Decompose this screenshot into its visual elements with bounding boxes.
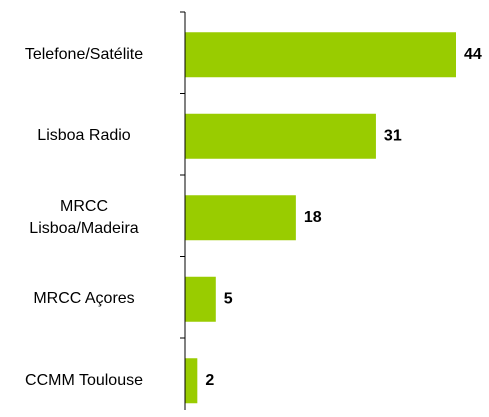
category-label: MRCC Lisboa/Madeira <box>29 197 139 237</box>
bar <box>185 113 376 159</box>
bar <box>185 32 456 78</box>
bar <box>185 358 198 404</box>
bar <box>185 276 216 322</box>
value-label: 5 <box>224 290 233 307</box>
value-label: 2 <box>205 372 214 389</box>
category-label: MRCC Açores <box>33 290 135 308</box>
value-label: 31 <box>384 127 402 144</box>
category-label: Lisboa Radio <box>37 127 131 145</box>
value-label: 44 <box>464 46 482 63</box>
value-label: 18 <box>304 209 322 226</box>
category-label: Telefone/Satélite <box>24 45 144 63</box>
bar <box>185 195 296 241</box>
category-label: CCMM Toulouse <box>25 371 143 389</box>
